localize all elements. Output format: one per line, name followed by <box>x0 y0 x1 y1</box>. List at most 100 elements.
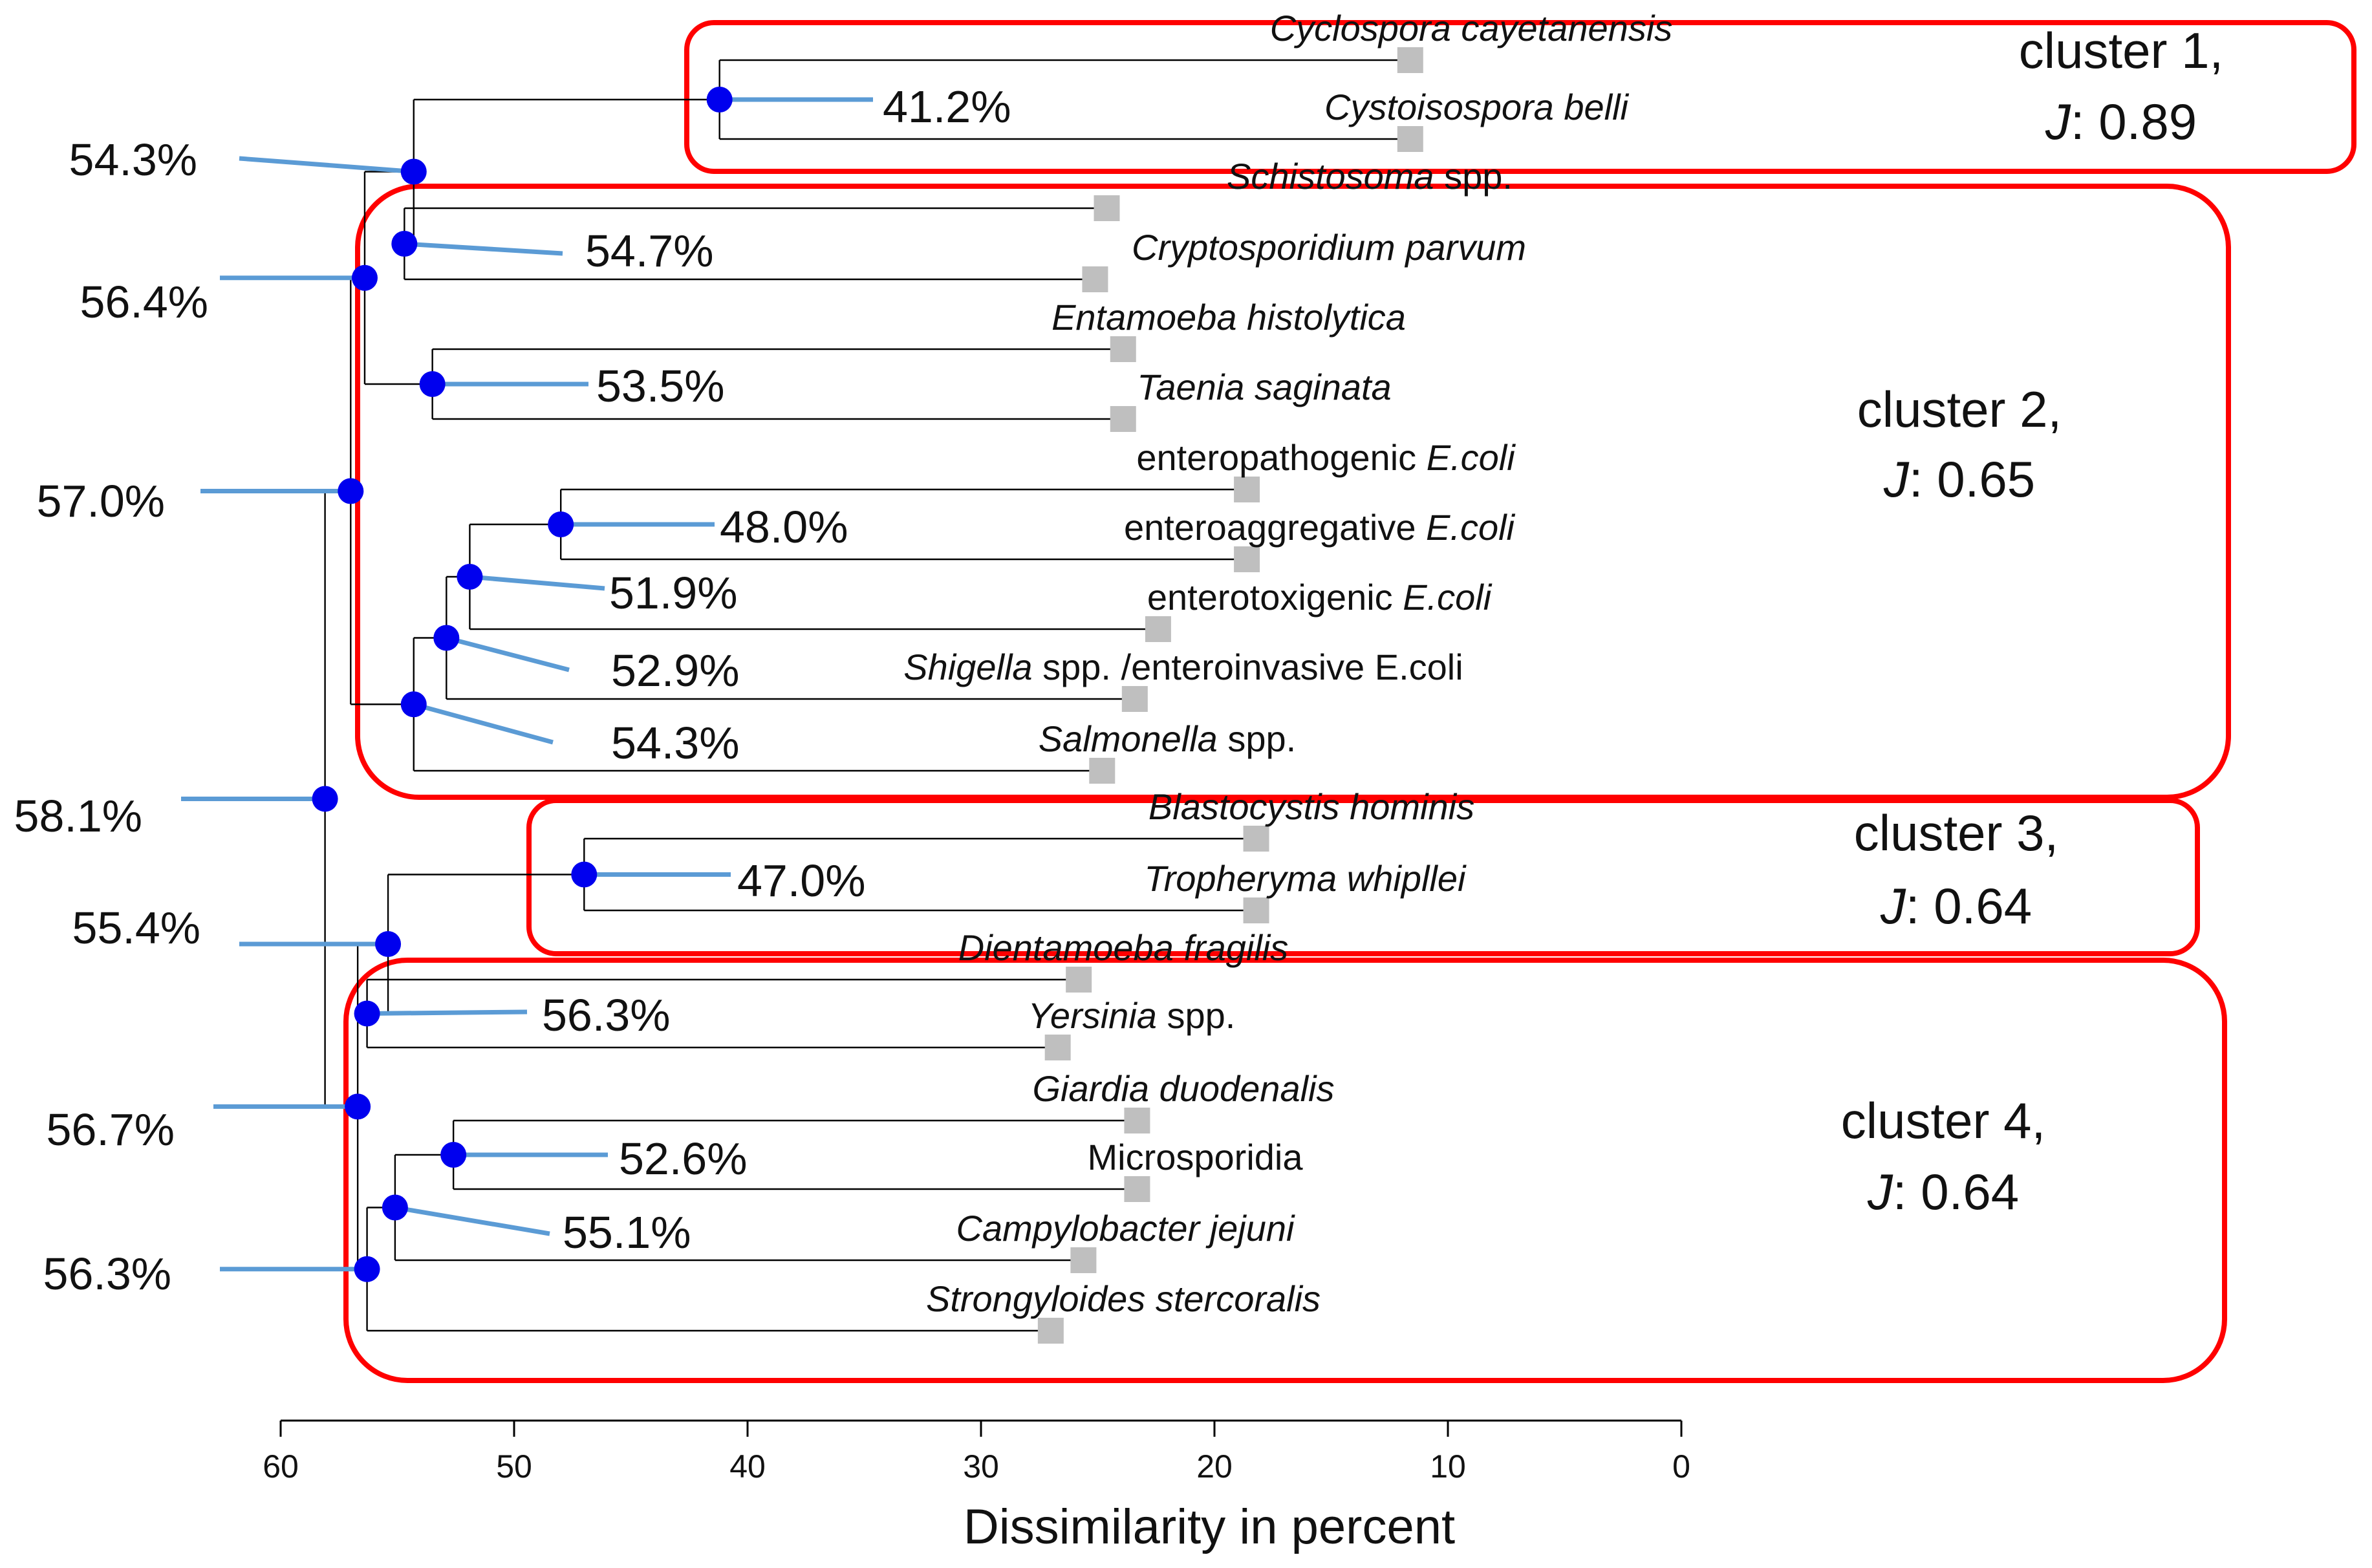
leaf-label: Tropheryma whipllei <box>1145 858 1467 899</box>
cluster-jaccard-1: J: 0.89 <box>2045 93 2197 150</box>
node-label-N14: 52.6% <box>619 1133 747 1184</box>
cluster-title-2: cluster 2, <box>1857 381 2062 438</box>
cluster-box-1 <box>684 20 2356 174</box>
node-marker-N9 <box>351 264 378 291</box>
leaf-label-part: E.coli <box>1426 507 1515 548</box>
node-label-N5: 48.0% <box>720 502 848 552</box>
leaf-label-part: Entamoeba histolytica <box>1051 297 1406 338</box>
x-tick-label: 60 <box>263 1448 299 1485</box>
leaf-label: Yersinia spp. <box>1028 995 1236 1036</box>
leaf-marker <box>1397 126 1423 152</box>
leaf-label: enterotoxigenic E.coli <box>1147 577 1493 618</box>
node-marker-N10 <box>338 478 364 504</box>
leaf-label: enteroaggregative E.coli <box>1124 507 1516 548</box>
leaf-label: Blastocystis hominis <box>1148 786 1474 827</box>
node-label-N18: 58.1% <box>14 791 142 841</box>
leaf-marker <box>1089 758 1116 784</box>
leaf-marker <box>1121 686 1148 712</box>
leaf-label-part: spp. /enteroinvasive E.coli <box>1033 647 1463 687</box>
node-label-N1: 41.2% <box>883 81 1011 132</box>
leaf-marker <box>1066 967 1092 993</box>
node-marker-N8 <box>400 691 427 718</box>
dendrogram-branches <box>324 59 1401 1332</box>
leaf-label: Cryptosporidium parvum <box>1132 227 1526 268</box>
node-label-N2: 54.7% <box>585 226 713 276</box>
jaccard-value: : 0.65 <box>1909 451 2035 508</box>
leaf-label-part: Shigella <box>903 647 1032 687</box>
cluster-box-3 <box>526 798 2200 956</box>
leaf-labels: Cyclospora cayetanensis Cystoisospora bel… <box>903 8 1672 1319</box>
leaf-marker <box>1124 1176 1150 1202</box>
leaf-marker <box>1037 1318 1064 1344</box>
x-tick-label: 40 <box>729 1448 766 1485</box>
node-labels: 41.2% 54.7% 53.5% 54.3% 48.0% 51.9% 52.9% 54.3%… <box>14 81 1011 1299</box>
node-pointer-N6 <box>469 574 605 591</box>
x-tick-label: 10 <box>1430 1448 1466 1485</box>
node-label-N15: 55.1% <box>563 1207 691 1258</box>
leaf-label-part: enteroaggregative <box>1124 507 1426 548</box>
node-label-N9: 56.4% <box>80 277 208 327</box>
leaf-label-part: Strongyloides stercoralis <box>926 1278 1321 1319</box>
leaf-marker <box>1124 1108 1150 1133</box>
node-label-N7: 52.9% <box>611 645 739 696</box>
jaccard-value: : 0.64 <box>1893 1163 2019 1220</box>
leaf-marker <box>1145 616 1171 642</box>
leaf-marker <box>1234 477 1260 502</box>
leaf-marker <box>1243 897 1269 923</box>
jaccard-symbol: J <box>2045 93 2071 150</box>
leaf-marker <box>1094 195 1120 221</box>
node-marker-N13 <box>375 931 402 957</box>
jaccard-value: : 0.64 <box>1906 877 2032 934</box>
leaf-marker <box>1044 1035 1071 1060</box>
leaf-label-part: Cryptosporidium parvum <box>1132 227 1526 268</box>
leaf-label-part: E.coli <box>1403 577 1492 618</box>
node-marker-N7 <box>433 625 460 651</box>
cluster-title-3: cluster 3, <box>1854 804 2058 861</box>
node-marker-N14 <box>440 1142 467 1168</box>
cluster-title-4: cluster 4, <box>1841 1092 2045 1149</box>
node-label-N8: 54.3% <box>611 718 739 768</box>
node-marker-N12 <box>354 1000 380 1027</box>
leaf-label: Microsporidia <box>1088 1137 1304 1177</box>
x-tick-label: 20 <box>1196 1448 1233 1485</box>
node-label-N6: 51.9% <box>609 568 737 618</box>
node-label-N4: 54.3% <box>69 134 197 185</box>
leaf-marker <box>1110 406 1136 432</box>
x-axis-title: Dissimilarity in percent <box>964 1499 1455 1554</box>
node-marker-N11 <box>571 861 598 888</box>
node-label-N17: 56.7% <box>47 1104 175 1155</box>
cluster-boxes <box>343 20 2356 1383</box>
leaf-label-part: Taenia saginata <box>1137 367 1391 407</box>
leaf-label: Cyclospora cayetanensis <box>1270 8 1673 48</box>
x-tick-label: 0 <box>1672 1448 1690 1485</box>
leaf-label-part: Giardia duodenalis <box>1033 1068 1335 1109</box>
jaccard-symbol: J <box>1880 877 1906 934</box>
node-pointer-N12 <box>367 1009 528 1016</box>
leaf-label: Salmonella spp. <box>1039 718 1296 759</box>
leaf-label-part: Microsporidia <box>1088 1137 1304 1177</box>
leaf-label-part: spp. <box>1434 156 1513 197</box>
leaf-label-part: enteropathogenic <box>1136 437 1426 478</box>
leaf-label-part: E.coli <box>1427 437 1516 478</box>
node-marker-N1 <box>706 87 733 113</box>
leaf-label-part: spp. <box>1157 995 1235 1036</box>
leaf-label: Entamoeba histolytica <box>1051 297 1406 338</box>
node-marker-N2 <box>391 231 418 257</box>
node-label-N3: 53.5% <box>596 361 724 411</box>
leaf-label: Dientamoeba fragilis <box>958 927 1288 968</box>
leaf-label-part: Salmonella <box>1039 718 1218 759</box>
x-axis: 60 50 40 30 20 10 0 Dissimilarity in percent <box>263 1419 1690 1554</box>
leaf-label-part: Tropheryma whipllei <box>1145 858 1467 899</box>
leaf-marker <box>1243 826 1269 852</box>
node-marker-N17 <box>345 1093 371 1120</box>
leaf-label: Schistosoma spp. <box>1227 156 1513 197</box>
leaf-marker <box>1082 266 1108 292</box>
leaf-label-part: spp. <box>1218 718 1296 759</box>
node-pointer-N8 <box>413 702 554 745</box>
leaf-marker <box>1397 47 1423 73</box>
x-tick-label: 30 <box>963 1448 999 1485</box>
node-marker-N5 <box>548 511 574 537</box>
jaccard-symbol: J <box>1867 1163 1893 1220</box>
leaf-label: Taenia saginata <box>1137 367 1391 407</box>
